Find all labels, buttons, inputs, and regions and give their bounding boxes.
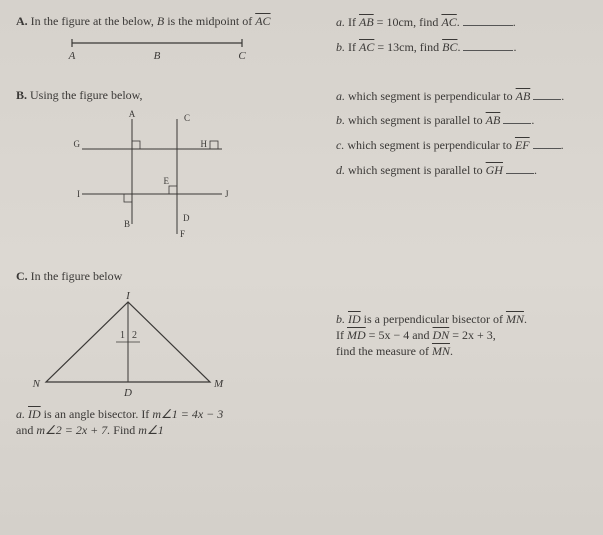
worksheet-page: A. In the figure at the below, B is the … [0, 0, 603, 535]
figure-c: I N M D 1 2 [28, 290, 326, 400]
svg-text:C: C [184, 113, 190, 123]
c-qb: b. ID is a perpendicular bisector of MN.… [336, 311, 587, 360]
section-c-right: b. ID is a perpendicular bisector of MN.… [326, 269, 587, 438]
svg-text:J: J [225, 189, 229, 199]
blank-b2[interactable] [503, 114, 531, 124]
a-seg: AC [255, 14, 270, 28]
section-b-right: a. which segment is perpendicular to AB … [326, 88, 587, 239]
a-prefix: A. [16, 14, 28, 28]
blank-a1[interactable] [463, 16, 513, 26]
svg-text:A: A [129, 109, 136, 119]
svg-text:F: F [180, 229, 185, 239]
c-qa: a. ID is an angle bisector. If m∠1 = 4x … [16, 406, 316, 438]
figure-a: A B C [62, 35, 326, 63]
blank-b4[interactable] [506, 164, 534, 174]
section-a: A. In the figure at the below, B is the … [16, 14, 587, 64]
section-a-left: A. In the figure at the below, B is the … [16, 14, 326, 64]
b-qd: d. which segment is parallel to GH . [336, 162, 587, 179]
svg-text:N: N [32, 378, 41, 390]
section-b-left: B. Using the figure below, A C [16, 88, 326, 239]
line-segment-icon: A B C [62, 35, 252, 63]
svg-text:H: H [201, 139, 208, 149]
svg-text:M: M [213, 378, 224, 390]
svg-text:1: 1 [120, 330, 125, 341]
a-qb: b. If AC = 13cm, find BC. . [336, 39, 587, 56]
svg-text:2: 2 [132, 330, 137, 341]
svg-text:C: C [238, 50, 246, 62]
svg-text:E: E [164, 176, 170, 186]
section-b: B. Using the figure below, A C [16, 88, 587, 239]
b-prompt: B. Using the figure below, [16, 88, 326, 103]
svg-text:B: B [154, 50, 161, 62]
a-mid: B [157, 14, 164, 28]
svg-text:A: A [68, 50, 76, 62]
c-prompt: C. In the figure below [16, 269, 326, 284]
svg-text:I: I [77, 189, 80, 199]
blank-b3[interactable] [533, 139, 561, 149]
section-c-left: C. In the figure below I N M D 1 2 a. [16, 269, 326, 438]
svg-text:G: G [74, 139, 81, 149]
svg-text:B: B [124, 219, 130, 229]
b-qa: a. which segment is perpendicular to AB … [336, 88, 587, 105]
blank-b1[interactable] [533, 90, 561, 100]
a-prompt: A. In the figure at the below, B is the … [16, 14, 326, 29]
b-qb: b. which segment is parallel to AB . [336, 112, 587, 129]
triangle-icon: I N M D 1 2 [28, 290, 228, 400]
figure-b: A C G H E I J B D F [62, 109, 326, 239]
a-mid2: is the midpoint of [167, 14, 252, 28]
svg-text:I: I [125, 290, 131, 302]
svg-text:D: D [123, 387, 132, 399]
blank-a2[interactable] [463, 41, 513, 51]
b-qc: c. which segment is perpendicular to EF … [336, 137, 587, 154]
a-qa: a. If AB = 10cm, find AC. . [336, 14, 587, 31]
svg-text:D: D [183, 213, 190, 223]
grid-figure-icon: A C G H E I J B D F [62, 109, 252, 239]
section-a-right: a. If AB = 10cm, find AC. . b. If AC = 1… [326, 14, 587, 64]
section-c: C. In the figure below I N M D 1 2 a. [16, 269, 587, 438]
a-prompt-text: In the figure at the below, [31, 14, 154, 28]
